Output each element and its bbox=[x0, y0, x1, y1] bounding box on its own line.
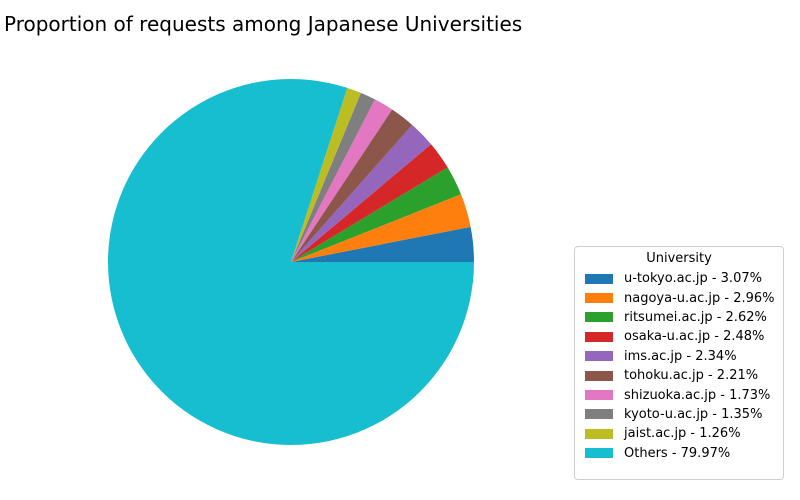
legend-label: tohoku.ac.jp - 2.21% bbox=[624, 368, 759, 384]
pie-slice-2 bbox=[291, 167, 462, 262]
legend-entry: ims.ac.jp - 2.34% bbox=[583, 347, 775, 366]
legend-label: ims.ac.jp - 2.34% bbox=[624, 348, 737, 364]
legend-entry: Others - 79.97% bbox=[583, 444, 775, 463]
legend-swatch bbox=[585, 293, 613, 304]
legend-swatch bbox=[585, 312, 613, 323]
chart-title: Proportion of requests among Japanese Un… bbox=[4, 12, 523, 36]
legend: University u-tokyo.ac.jp - 3.07% nagoya-u… bbox=[574, 246, 784, 480]
legend-entry: osaka-u.ac.jp - 2.48% bbox=[583, 327, 775, 346]
legend-label: Others - 79.97% bbox=[624, 445, 731, 461]
legend-label: osaka-u.ac.jp - 2.48% bbox=[624, 329, 765, 345]
pie-slice-4 bbox=[291, 124, 432, 262]
legend-entry: shizuoka.ac.jp - 1.73% bbox=[583, 385, 775, 404]
legend-entry: kyoto-u.ac.jp - 1.35% bbox=[583, 405, 775, 424]
legend-swatch bbox=[585, 331, 613, 342]
legend-swatch bbox=[585, 351, 613, 362]
pie-slice-3 bbox=[291, 144, 448, 262]
legend-label: jaist.ac.jp - 1.26% bbox=[624, 426, 741, 442]
legend-swatch bbox=[585, 409, 613, 420]
legend-label: u-tokyo.ac.jp - 3.07% bbox=[624, 271, 762, 287]
legend-entries: u-tokyo.ac.jp - 3.07% nagoya-u.ac.jp - 2.… bbox=[583, 269, 775, 463]
pie-slice-9 bbox=[107, 79, 474, 446]
pie-slice-6 bbox=[291, 99, 393, 262]
pie-slice-0 bbox=[291, 226, 474, 262]
legend-entry: nagoya-u.ac.jp - 2.96% bbox=[583, 288, 775, 307]
legend-entry: jaist.ac.jp - 1.26% bbox=[583, 424, 775, 443]
legend-entry: u-tokyo.ac.jp - 3.07% bbox=[583, 269, 775, 288]
pie-slices bbox=[107, 79, 474, 446]
legend-swatch bbox=[585, 273, 613, 284]
pie-slice-8 bbox=[291, 87, 361, 262]
legend-label: nagoya-u.ac.jp - 2.96% bbox=[624, 290, 775, 306]
pie-slice-7 bbox=[291, 92, 375, 262]
legend-label: ritsumei.ac.jp - 2.62% bbox=[624, 309, 767, 325]
legend-entry: tohoku.ac.jp - 2.21% bbox=[583, 366, 775, 385]
legend-title: University bbox=[646, 251, 712, 266]
legend-label: kyoto-u.ac.jp - 1.35% bbox=[624, 406, 763, 422]
legend-label: shizuoka.ac.jp - 1.73% bbox=[624, 387, 771, 403]
pie-slice-1 bbox=[291, 194, 471, 262]
legend-swatch bbox=[585, 428, 613, 439]
pie-slice-5 bbox=[291, 109, 413, 263]
legend-entry: ritsumei.ac.jp - 2.62% bbox=[583, 308, 775, 327]
legend-swatch bbox=[585, 370, 613, 381]
legend-swatch bbox=[585, 390, 613, 401]
legend-swatch bbox=[585, 448, 613, 459]
